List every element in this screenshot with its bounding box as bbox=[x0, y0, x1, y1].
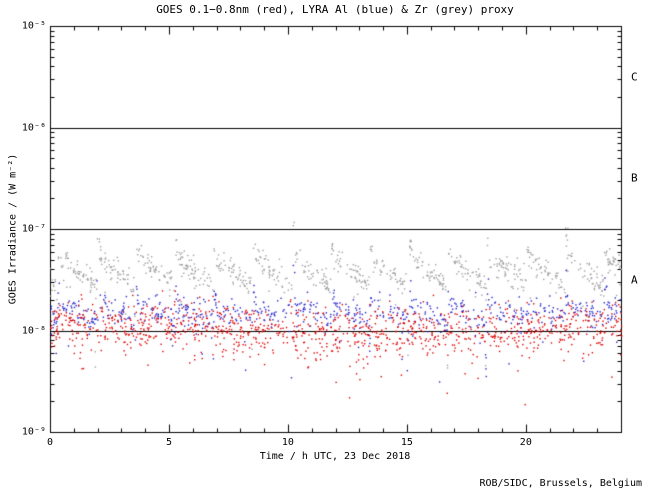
x-tick-label: 5 bbox=[165, 437, 172, 448]
y-tick-label: 10⁻⁷ bbox=[21, 223, 46, 235]
flare-class-label: B bbox=[631, 171, 638, 185]
x-tick-label: 0 bbox=[46, 437, 54, 448]
x-tick-label: 15 bbox=[400, 437, 413, 448]
flare-class-label: C bbox=[631, 70, 638, 84]
y-tick-label: 10⁻⁵ bbox=[21, 20, 46, 32]
y-tick-label: 10⁻⁹ bbox=[21, 426, 46, 438]
credit-text: ROB/SIDC, Brussels, Belgium bbox=[479, 478, 642, 489]
y-axis-title: GOES Irradiance / (W m⁻²) bbox=[7, 153, 19, 305]
chart-title: GOES 0.1−0.8nm (red), LYRA Al (blue) & Z… bbox=[156, 3, 514, 16]
x-tick-label: 20 bbox=[519, 437, 532, 448]
x-axis-title: Time / h UTC, 23 Dec 2018 bbox=[259, 451, 411, 462]
flare-class-label: A bbox=[631, 273, 638, 287]
y-tick-label: 10⁻⁸ bbox=[21, 325, 46, 336]
y-tick-label: 10⁻⁶ bbox=[21, 122, 46, 133]
x-tick-label: 10 bbox=[281, 437, 294, 448]
